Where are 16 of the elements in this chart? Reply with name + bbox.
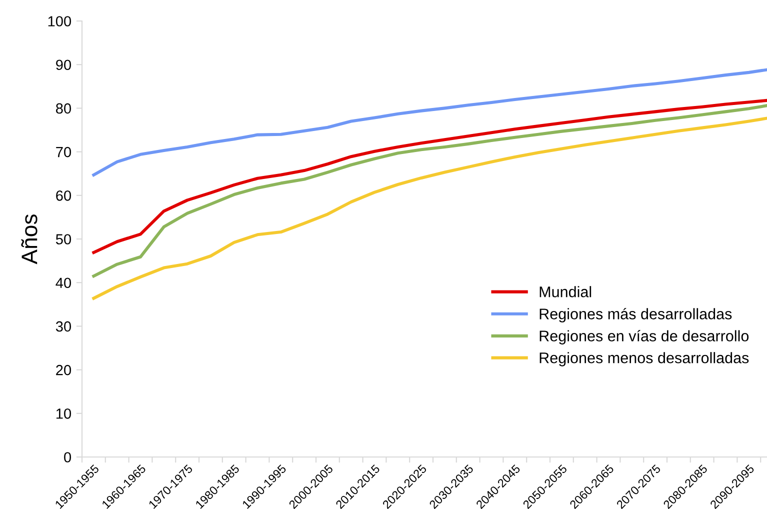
y-tick-label: 20 [56, 364, 72, 376]
legend-label: Regiones más desarrolladas [540, 308, 732, 322]
y-tick-label: 30 [56, 321, 72, 332]
y-tick-label: 60 [56, 190, 72, 201]
y-tick-label: 50 [56, 234, 72, 244]
y-tick-label: 90 [56, 60, 72, 70]
y-tick-label: 100 [48, 16, 72, 26]
y-tick-label: 40 [56, 278, 72, 288]
y-tick-label: 0 [64, 452, 72, 462]
y-tick-label: 10 [56, 408, 72, 419]
legend-label: Regiones en vías de desarrollo [540, 330, 749, 344]
y-axis-title: Años [21, 214, 38, 264]
y-tick-label: 70 [56, 146, 72, 158]
legend-label: Regiones menos desarrolladas [540, 352, 749, 366]
legend-label: Mundial [540, 286, 592, 298]
y-tick-label: 80 [56, 103, 72, 114]
